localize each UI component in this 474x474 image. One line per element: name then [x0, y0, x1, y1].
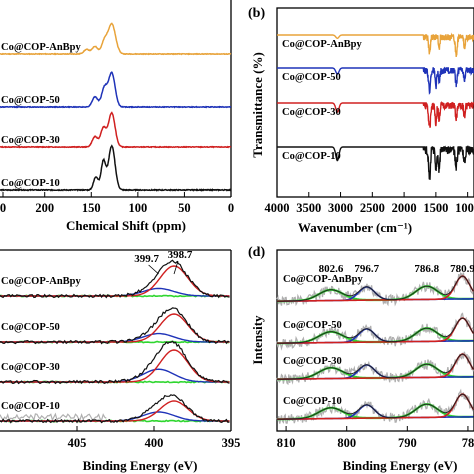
peak-annotation: 802.6	[319, 263, 344, 275]
panel-d-letter: (d)	[248, 245, 265, 260]
peak-annotation: 786.8	[414, 263, 439, 275]
x-tick-label: 2500	[360, 201, 385, 215]
nmr-series-label: Co@COP-10	[1, 178, 60, 189]
x-tick-label: 50	[178, 201, 191, 215]
nmr-curve	[0, 144, 232, 192]
xps-co-series-label: Co@COP-30	[283, 356, 342, 367]
x-tick-label: 405	[68, 436, 87, 450]
xps-co-series-label: Co@COP-50	[283, 320, 342, 331]
panel-b-letter: (b)	[248, 6, 265, 21]
xps-data-curve	[0, 394, 230, 424]
annotation-leader	[173, 260, 179, 275]
panel-b: 4000 3500 3000 2500 2000 1500 1000 Co@COP-AnBp…	[248, 6, 474, 235]
ftir-curve	[277, 32, 474, 58]
x-tick-label: 3000	[328, 201, 353, 215]
xps-raw-curve	[0, 412, 107, 422]
panel-c: 405 400 395 Co@COP-AnBpy Co@COP-50 Co@COP-30…	[0, 249, 240, 473]
xps-co-fit-curve	[277, 353, 474, 380]
xps-n-series-label: Co@COP-AnBpy	[1, 276, 82, 287]
x-tick-label: 100	[128, 201, 147, 215]
xps-co-fit-curve	[277, 317, 474, 344]
nmr-curve	[0, 22, 232, 56]
xps-co-fit-curve	[277, 393, 474, 420]
panel-d-xlabel: Binding Energy (eV)	[343, 458, 458, 473]
nmr-curve	[0, 111, 232, 149]
x-tick-label: 800	[337, 436, 356, 450]
xps-data-curve	[0, 259, 230, 299]
x-tick-label: 790	[398, 436, 417, 450]
x-tick-label: 400	[145, 436, 164, 450]
peak-annotation: 399.7	[134, 253, 159, 265]
x-tick-label: 810	[277, 436, 296, 450]
xps-n-series-label: Co@COP-50	[1, 322, 60, 333]
x-tick-label: 0	[228, 201, 234, 215]
xps-data-curve	[0, 340, 230, 385]
ftir-series-label: Co@COP-10	[282, 151, 341, 162]
panel-d-ylabel: Intensity	[250, 315, 265, 365]
x-tick-label: 1000	[455, 201, 474, 215]
panel-b-xlabel: Wavenumber (cm⁻¹)	[298, 220, 412, 235]
xps-co-2p32-peak	[277, 353, 474, 380]
panel-c-xlabel: Binding Energy (eV)	[83, 458, 198, 473]
nmr-series-label: Co@COP-30	[1, 135, 60, 146]
xps-data-curve	[0, 307, 230, 345]
xps-co-2p32-peak	[277, 275, 474, 302]
xps-co-series-label: Co@COP-10	[283, 396, 342, 407]
xps-co-2p32-peak	[277, 317, 474, 344]
x-tick-label: 395	[222, 436, 241, 450]
xps-n-series-label: Co@COP-10	[1, 401, 60, 412]
ftir-curve	[277, 66, 474, 95]
xps-co-2p32-peak	[277, 393, 474, 420]
panel-a: 0 200 150 100 50 0 Co@COP-AnBpy Co@COP-50 Co@CO…	[0, 0, 234, 233]
ftir-series-label: Co@COP-50	[282, 72, 341, 83]
peak-annotation: 780.9	[450, 263, 474, 275]
x-tick-label: 150	[82, 201, 101, 215]
panel-a-xlabel: Chemical Shift (ppm)	[66, 218, 186, 233]
x-tick-label: 3500	[296, 201, 321, 215]
x-tick-label: 0	[0, 201, 6, 215]
nmr-curve	[0, 71, 231, 109]
xps-co-series-label: Co@COP-AnBpy	[283, 274, 364, 285]
x-tick-label: 4000	[265, 201, 290, 215]
xps-n-series-label: Co@COP-30	[1, 362, 60, 373]
panel-d: 810 800 790 78 Co@COP-AnBpy Co@COP-50 Co@COP-…	[248, 245, 474, 473]
ftir-series-label: Co@COP-30	[282, 107, 341, 118]
nmr-series-label: Co@COP-AnBpy	[1, 42, 82, 53]
x-tick-label: 200	[35, 201, 54, 215]
ftir-curve	[277, 145, 474, 180]
x-tick-label: 1500	[423, 201, 448, 215]
peak-annotation: 398.7	[168, 249, 193, 261]
x-tick-label: 2000	[392, 201, 417, 215]
panel-b-ylabel: Transmittance (%)	[250, 52, 265, 158]
ftir-curve	[277, 100, 474, 128]
panel-d-frame	[276, 249, 474, 432]
peak-annotation: 796.7	[354, 263, 379, 275]
annotation-leader	[148, 264, 159, 275]
x-tick-label: 78	[462, 436, 474, 450]
ftir-series-label: Co@COP-AnBpy	[282, 39, 363, 50]
xps-co-fit-curve	[277, 275, 474, 302]
nmr-series-label: Co@COP-50	[1, 95, 60, 106]
xps-co-raw-curve	[276, 272, 474, 307]
xps-co-raw-curve	[276, 388, 474, 424]
